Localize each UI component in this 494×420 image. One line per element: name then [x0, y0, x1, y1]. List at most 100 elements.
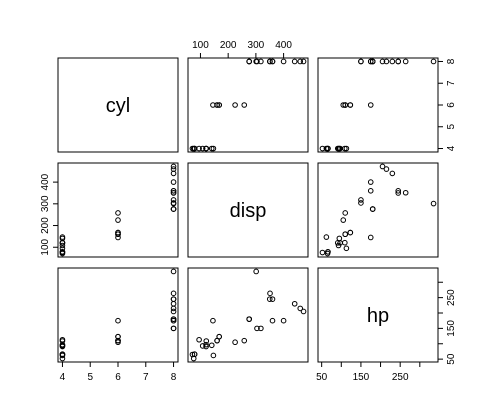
panel-cyl-vs-disp	[187, 57, 309, 153]
point-hp-vs-disp-6	[269, 296, 276, 302]
point-disp-vs-cyl-21	[170, 197, 177, 203]
point-hp-vs-cyl-23	[170, 296, 177, 302]
point-disp-vs-cyl-14	[170, 163, 177, 170]
point-hp-vs-disp-26	[203, 343, 209, 350]
point-hp-vs-cyl-28	[170, 290, 177, 297]
point-hp-vs-cyl-25	[59, 351, 66, 358]
point-disp-vs-cyl-25	[59, 249, 66, 255]
point-cyl-vs-disp-14	[300, 58, 307, 65]
tick-label-right-cyl-4: 4	[446, 145, 457, 151]
point-disp-vs-hp-6	[395, 188, 402, 194]
panel-disp-vs-cyl	[57, 162, 179, 258]
point-hp-vs-disp-16	[291, 300, 298, 307]
point-hp-vs-cyl-31	[59, 338, 66, 344]
point-disp-vs-hp-4	[367, 188, 374, 194]
point-disp-vs-hp-5	[340, 217, 347, 223]
point-disp-vs-cyl-31	[59, 239, 66, 246]
point-disp-vs-cyl-29	[115, 234, 121, 241]
point-disp-vs-hp-29	[367, 234, 374, 241]
point-cyl-vs-disp-13	[246, 58, 252, 65]
tick-label-bottom-cyl-7: 7	[143, 372, 149, 383]
point-hp-vs-disp-28	[267, 290, 273, 297]
point-hp-vs-cyl-24	[170, 317, 177, 324]
tick-label-left-disp-100: 100	[40, 238, 51, 255]
point-disp-vs-hp-14	[379, 163, 386, 170]
point-hp-vs-disp-13	[246, 316, 252, 322]
point-cyl-vs-hp-16	[389, 58, 396, 65]
tick-label-top-disp-100: 100	[192, 40, 209, 51]
point-cyl-vs-disp-8	[208, 145, 215, 152]
tick-label-bottom-hp-150: 150	[353, 372, 370, 383]
point-disp-vs-cyl-5	[115, 217, 121, 223]
point-disp-vs-hp-22	[358, 200, 364, 206]
tick-label-top-disp-300: 300	[248, 40, 265, 51]
point-cyl-vs-disp-27	[196, 145, 202, 152]
panel-disp-vs-disp	[187, 162, 309, 258]
point-hp-vs-cyl-14	[170, 308, 177, 315]
tick-label-bottom-cyl-6: 6	[115, 372, 121, 383]
point-hp-vs-disp-2	[199, 343, 206, 349]
point-disp-vs-cyl-30	[170, 200, 177, 207]
tick-label-right-cyl-6: 6	[446, 102, 457, 108]
point-hp-vs-disp-8	[208, 342, 215, 349]
point-hp-vs-cyl-30	[170, 268, 177, 275]
point-hp-vs-cyl-22	[170, 325, 177, 332]
point-cyl-vs-disp-16	[291, 58, 298, 65]
tick-label-left-disp-300: 300	[40, 195, 51, 212]
panel-cyl-vs-hp	[317, 57, 439, 153]
point-hp-vs-disp-30	[253, 268, 259, 275]
point-cyl-vs-hp-26	[334, 145, 341, 152]
point-hp-vs-disp-15	[297, 305, 304, 312]
point-cyl-vs-disp-3	[241, 102, 248, 108]
point-hp-vs-disp-31	[203, 338, 210, 344]
point-disp-vs-cyl-3	[115, 210, 121, 216]
point-disp-vs-hp-3	[342, 210, 349, 216]
point-hp-vs-disp-7	[210, 352, 217, 359]
point-cyl-vs-disp-2	[199, 145, 206, 152]
tick-label-right-hp-250: 250	[446, 289, 457, 306]
point-disp-vs-hp-27	[343, 245, 350, 252]
tick-label-bottom-cyl-4: 4	[60, 372, 66, 383]
point-cyl-vs-disp-24	[280, 58, 287, 65]
point-disp-vs-hp-30	[430, 200, 437, 207]
tick-label-right-cyl-7: 7	[446, 80, 457, 86]
point-cyl-vs-hp-10	[347, 102, 354, 108]
point-disp-vs-cyl-24	[170, 179, 177, 185]
point-disp-vs-hp-28	[402, 189, 409, 196]
panel-cyl-vs-cyl	[57, 57, 179, 153]
tick-label-top-disp-200: 200	[220, 40, 237, 51]
variable-label-cyl: cyl	[106, 95, 130, 117]
point-cyl-vs-hp-22	[358, 58, 364, 65]
point-hp-vs-disp-27	[196, 336, 202, 343]
point-cyl-vs-disp-31	[203, 145, 210, 152]
point-disp-vs-hp-1	[342, 231, 349, 238]
point-cyl-vs-hp-15	[383, 58, 390, 65]
point-cyl-vs-hp-29	[367, 102, 374, 108]
point-hp-vs-disp-20	[203, 341, 209, 348]
point-hp-vs-disp-22	[254, 325, 260, 332]
point-disp-vs-cyl-1	[115, 231, 121, 238]
point-disp-vs-hp-13	[369, 206, 376, 212]
point-cyl-vs-disp-28	[267, 58, 273, 65]
point-cyl-vs-hp-25	[325, 145, 331, 152]
point-disp-vs-hp-26	[334, 240, 341, 246]
tick-label-bottom-cyl-8: 8	[171, 372, 177, 383]
point-hp-vs-disp-4	[269, 317, 276, 324]
point-hp-vs-cyl-5	[115, 339, 121, 346]
point-cyl-vs-disp-5	[232, 102, 238, 108]
tick-label-right-hp-50: 50	[446, 353, 457, 365]
point-cyl-vs-hp-5	[340, 102, 347, 108]
point-hp-vs-disp-14	[300, 308, 307, 315]
point-cyl-vs-disp-15	[297, 58, 304, 65]
point-hp-vs-disp-23	[266, 296, 273, 302]
point-hp-vs-disp-29	[210, 317, 216, 324]
point-hp-vs-cyl-26	[59, 343, 66, 350]
point-cyl-vs-hp-18	[319, 145, 326, 152]
point-disp-vs-hp-21	[358, 197, 364, 203]
variable-label-disp: disp	[230, 200, 267, 222]
point-hp-vs-cyl-15	[170, 305, 177, 312]
panel-disp-vs-hp	[317, 162, 439, 258]
point-cyl-vs-hp-24	[367, 58, 374, 65]
